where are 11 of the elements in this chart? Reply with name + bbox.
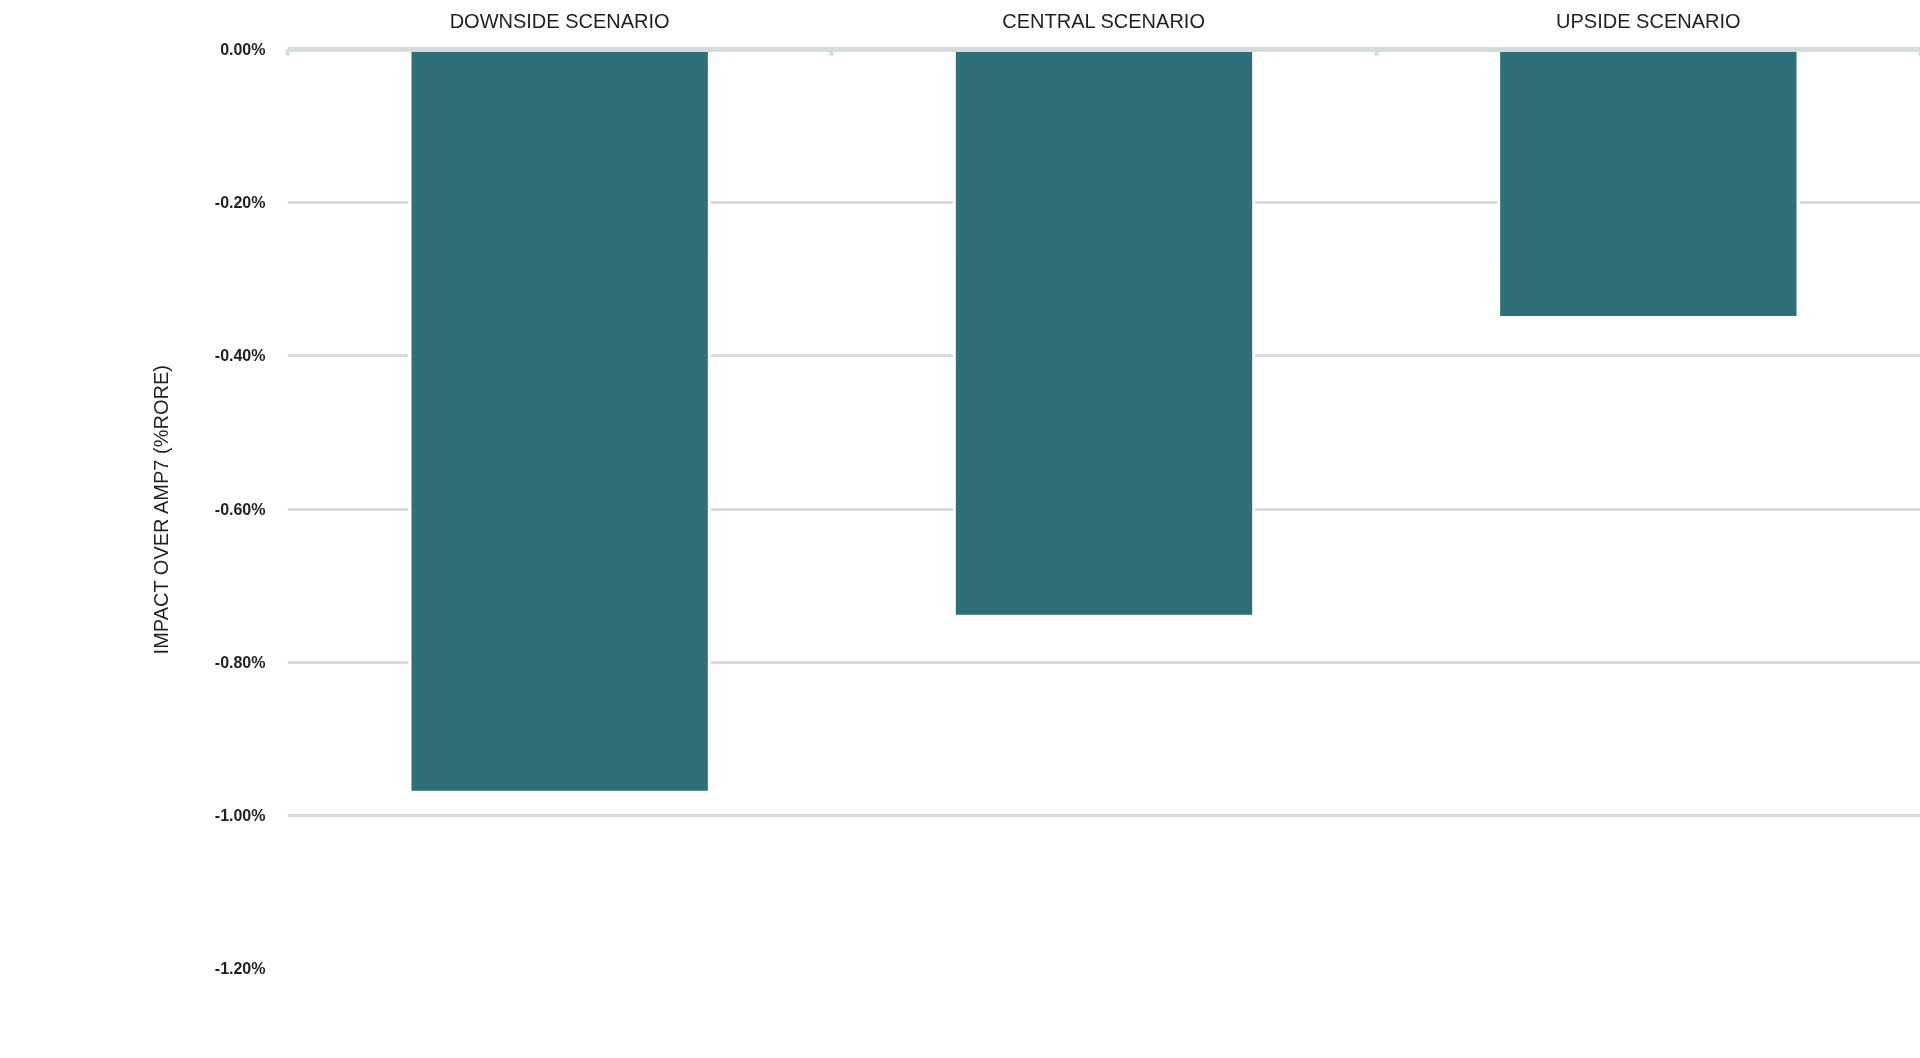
y-tick-label: -1.20% bbox=[214, 960, 266, 977]
y-axis-title: IMPACT OVER AMP7 (%RORE) bbox=[149, 365, 172, 655]
y-tick-label: -1.00% bbox=[214, 806, 266, 824]
y-tick-label: 0.00% bbox=[220, 41, 266, 58]
x-tick-label: CENTRAL SCENARIO bbox=[1002, 9, 1205, 32]
y-tick-label: -0.40% bbox=[214, 347, 266, 365]
y-tick-label: -0.60% bbox=[214, 500, 266, 518]
y-tick-label: -0.20% bbox=[214, 194, 266, 212]
x-tick-label: DOWNSIDE SCENARIO bbox=[449, 9, 670, 32]
y-tick-label: -0.80% bbox=[214, 653, 266, 671]
x-tick-label: UPSIDE SCENARIO bbox=[1556, 9, 1741, 32]
